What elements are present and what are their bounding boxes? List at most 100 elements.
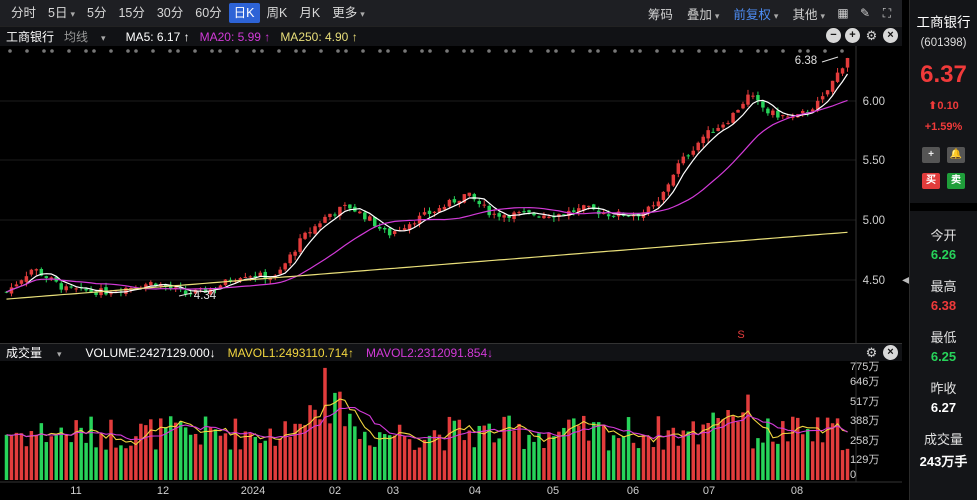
minus-icon[interactable]: −: [826, 28, 841, 43]
candle-body: [766, 108, 770, 114]
candle-body: [343, 204, 347, 206]
event-dot: [781, 49, 785, 53]
volume-bar: [368, 445, 372, 480]
mavol1-line: [6, 398, 848, 446]
tab-period-15min[interactable]: 15分: [118, 6, 145, 20]
event-dot: [134, 49, 138, 53]
quote-side-panel: 工商银行 (601398) 6.37 ⬆0.10 +1.59% + 🔔 买 卖 …: [909, 0, 977, 500]
candle-body: [328, 213, 332, 218]
candle-body: [706, 130, 710, 139]
event-dot: [655, 49, 659, 53]
volume-bar: [397, 424, 402, 480]
indicator-select[interactable]: 均线 ▾: [64, 28, 116, 45]
adjust-button[interactable]: 前复权 ▾: [728, 4, 783, 23]
event-dot: [302, 49, 306, 53]
tab-period-60min[interactable]: 60分: [195, 6, 222, 20]
tab-period-intraday[interactable]: 分时: [11, 6, 37, 20]
stat-label: 成交量: [923, 432, 963, 447]
event-dot: [613, 49, 617, 53]
buy-button[interactable]: 买: [922, 173, 940, 189]
candle-body: [492, 213, 496, 215]
gear-icon[interactable]: ⚙: [865, 28, 878, 43]
candle-body: [746, 94, 750, 105]
volume-bar: [328, 423, 332, 480]
pen-icon[interactable]: ✎: [859, 6, 871, 20]
price-change: ⬆0.10: [910, 99, 977, 112]
volume-bar: [447, 416, 452, 480]
candle-body: [363, 212, 367, 220]
tab-period-5min[interactable]: 5分: [87, 6, 107, 20]
grid-icon[interactable]: ▦: [837, 6, 849, 20]
candle-body: [293, 251, 297, 256]
alert-bell-icon[interactable]: 🔔: [947, 147, 965, 163]
event-dot: [420, 49, 424, 53]
volume-bar: [791, 416, 795, 480]
stat-prev-close: 昨收 6.27: [910, 378, 977, 415]
tab-period-weekly[interactable]: 周K: [266, 6, 288, 20]
candle-body: [144, 284, 148, 287]
other-button[interactable]: 其他 ▾: [787, 4, 830, 23]
volume-bar: [358, 438, 362, 480]
collapse-panel-icon[interactable]: ◀: [902, 275, 910, 286]
candle-body: [59, 283, 63, 290]
mavol1-label: MAVOL1:2493110.714↑: [227, 345, 354, 360]
volume-bar: [293, 423, 297, 480]
volume-tick-label: 775万: [850, 361, 879, 373]
volume-bar: [422, 439, 427, 480]
volume-indicator-select[interactable]: 成交量 ▾: [6, 344, 74, 361]
tab-period-monthly[interactable]: 月K: [299, 6, 321, 20]
volume-bar: [124, 448, 128, 480]
event-dot: [630, 49, 634, 53]
close-icon[interactable]: ×: [883, 28, 898, 43]
event-dot: [378, 49, 382, 53]
event-dot: [445, 49, 449, 53]
candle-body: [203, 287, 208, 293]
main-chart-header: 工商银行 均线 ▾ MA5: 6.17 ↑ MA20: 5.99 ↑ MA250:…: [0, 26, 902, 46]
volume-bar: [4, 434, 9, 480]
volume-tick-label: 517万: [850, 396, 879, 408]
fullscreen-icon[interactable]: ⛶: [882, 5, 892, 20]
close-icon[interactable]: ×: [883, 345, 898, 360]
volume-bar: [223, 433, 228, 480]
candle-body: [472, 194, 477, 200]
volume-bar: [238, 449, 243, 480]
volume-bar: [34, 434, 39, 480]
volume-bar: [432, 430, 437, 480]
volume-bar: [79, 427, 83, 480]
ma5-line: [6, 73, 849, 294]
tab-period-5day[interactable]: 5日 ▾: [43, 3, 80, 23]
tab-period-more[interactable]: 更多 ▾: [327, 3, 370, 23]
overlay-button[interactable]: 叠加 ▾: [682, 4, 725, 23]
candle-body: [497, 213, 501, 217]
candle-body: [4, 291, 9, 293]
candle-body: [447, 199, 452, 207]
volume-bar: [377, 432, 382, 480]
volume-bar: [596, 422, 601, 480]
volume-bar: [472, 447, 477, 480]
kline-chart[interactable]: 6.00 5.50 5.00 4.50 775万 646万 517万 388万 258万 129万…: [0, 0, 902, 500]
tab-period-30min[interactable]: 30分: [156, 6, 184, 20]
chips-button[interactable]: 筹码: [647, 7, 673, 22]
plus-icon[interactable]: +: [845, 28, 860, 43]
add-watchlist-button[interactable]: +: [922, 147, 940, 163]
candle-body: [781, 115, 785, 117]
candle-body: [248, 276, 253, 278]
volume-bar: [586, 440, 591, 480]
sell-button[interactable]: 卖: [947, 173, 965, 189]
gear-icon[interactable]: ⚙: [865, 345, 878, 360]
volume-bar: [74, 420, 78, 480]
volume-bar: [109, 419, 113, 480]
volume-bar: [542, 448, 546, 480]
action-row-2: 买 卖: [910, 173, 977, 189]
action-row-1: + 🔔: [910, 147, 977, 163]
volume-bar: [39, 423, 44, 480]
event-dot: [756, 49, 760, 53]
ma5-label: MA5: 6.17 ↑: [125, 29, 190, 44]
tab-period-daily[interactable]: 日K: [228, 3, 260, 23]
volume-bar: [691, 421, 695, 480]
candle-body: [303, 232, 307, 239]
event-dot: [277, 49, 281, 53]
candle-body: [238, 278, 243, 282]
candle-body: [333, 214, 337, 216]
date-tick-label: 07: [703, 485, 715, 497]
